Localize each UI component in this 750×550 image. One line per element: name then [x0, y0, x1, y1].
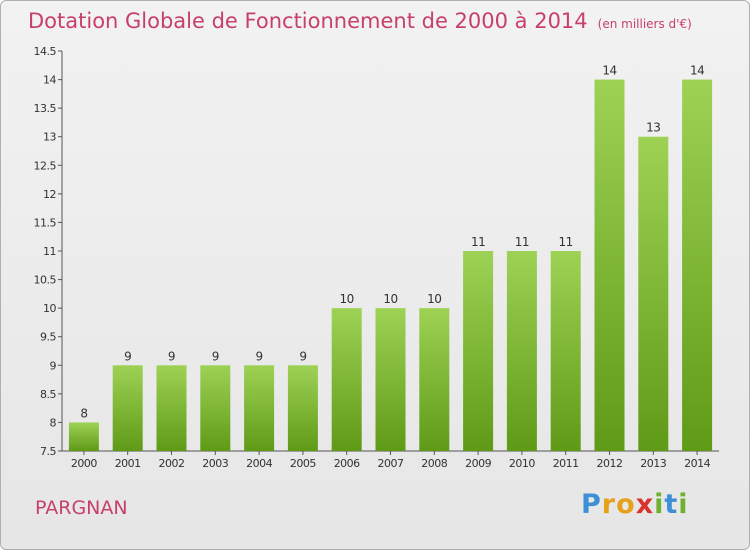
y-tick-label: 11.5: [34, 216, 57, 229]
bar: [244, 365, 275, 451]
chart-subtitle: (en milliers d'€): [597, 17, 692, 31]
bar-value-label: 8: [80, 406, 87, 420]
bar-value-label: 9: [212, 349, 219, 363]
bar: [68, 422, 99, 451]
bar-value-label: 9: [124, 349, 131, 363]
bar: [594, 79, 625, 452]
bar: [419, 308, 450, 451]
y-tick-label: 14.5: [34, 45, 57, 58]
x-tick-label: 2010: [509, 457, 535, 470]
bar-value-label: 9: [256, 349, 263, 363]
bar: [156, 365, 187, 451]
y-tick-label: 9.5: [40, 331, 56, 344]
y-tick-label: 14: [43, 74, 56, 87]
y-tick-label: 7.5: [40, 445, 56, 458]
x-tick-label: 2000: [71, 457, 97, 470]
bar-value-label: 10: [427, 292, 441, 306]
x-tick-label: 2002: [159, 457, 185, 470]
bar-value-label: 9: [299, 349, 306, 363]
y-tick-label: 8: [50, 416, 57, 429]
x-tick-label: 2009: [465, 457, 491, 470]
x-tick-label: 2003: [202, 457, 228, 470]
bar: [200, 365, 231, 451]
bar: [112, 365, 143, 451]
x-tick-label: 2006: [334, 457, 360, 470]
y-tick-label: 13.5: [34, 102, 57, 115]
y-tick-label: 10.5: [34, 274, 57, 287]
bar: [506, 251, 537, 451]
proxiti-logo[interactable]: Proxiti: [581, 489, 689, 520]
x-tick-label: 2007: [378, 457, 404, 470]
y-tick-label: 10: [43, 302, 56, 315]
y-tick-label: 13: [43, 131, 56, 144]
x-tick-label: 2011: [553, 457, 579, 470]
x-tick-label: 2008: [421, 457, 447, 470]
bar-value-label: 14: [690, 64, 704, 78]
bar: [331, 308, 362, 451]
bar: [463, 251, 494, 451]
x-tick-label: 2004: [246, 457, 272, 470]
bar-value-label: 14: [602, 64, 616, 78]
y-tick-label: 8.5: [40, 388, 56, 401]
bar: [682, 79, 713, 452]
town-name: PARGNAN: [35, 497, 128, 519]
bar-value-label: 10: [383, 292, 397, 306]
bar: [287, 365, 318, 451]
bar-value-label: 13: [646, 121, 660, 135]
y-tick-label: 12.5: [34, 159, 57, 172]
x-tick-label: 2014: [684, 457, 710, 470]
x-tick-label: 2005: [290, 457, 316, 470]
y-tick-label: 12: [43, 188, 56, 201]
x-tick-label: 2013: [640, 457, 666, 470]
bar-value-label: 11: [471, 235, 485, 249]
bar: [550, 251, 581, 451]
y-tick-label: 9: [50, 359, 57, 372]
x-tick-label: 2001: [115, 457, 141, 470]
chart-title-text: Dotation Globale de Fonctionnement de 20…: [28, 9, 588, 33]
bar-value-label: 9: [168, 349, 175, 363]
y-tick-label: 11: [43, 245, 56, 258]
chart-title: Dotation Globale de Fonctionnement de 20…: [28, 9, 692, 33]
bar-value-label: 11: [559, 235, 573, 249]
bar: [375, 308, 406, 451]
x-tick-label: 2012: [597, 457, 623, 470]
bar: [638, 136, 669, 451]
bar-value-label: 10: [340, 292, 354, 306]
bar-value-label: 11: [515, 235, 529, 249]
